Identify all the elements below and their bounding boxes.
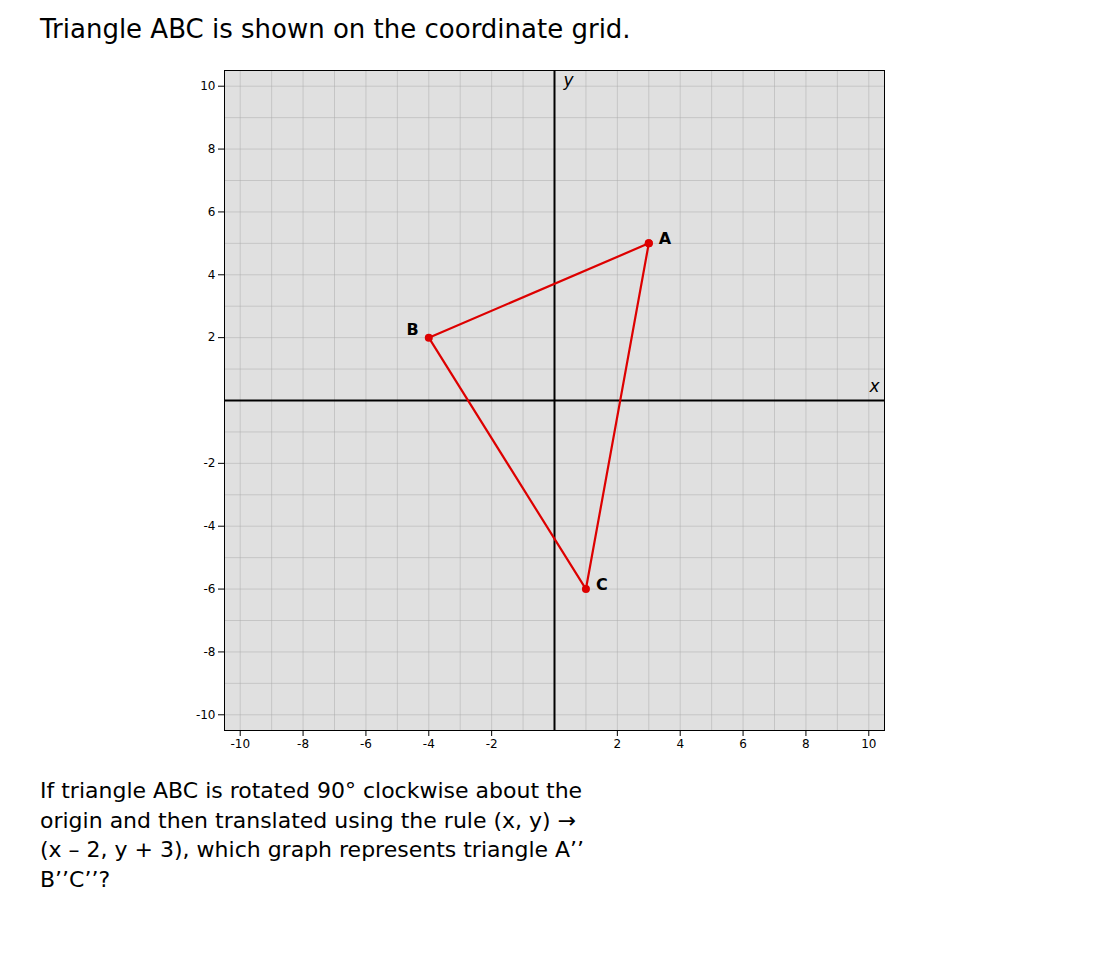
svg-text:6: 6 bbox=[208, 205, 216, 219]
svg-text:C: C bbox=[596, 575, 608, 594]
svg-text:4: 4 bbox=[676, 737, 684, 751]
svg-text:8: 8 bbox=[802, 737, 810, 751]
svg-text:10: 10 bbox=[861, 737, 876, 751]
svg-text:A: A bbox=[659, 229, 672, 248]
svg-text:-2: -2 bbox=[204, 456, 216, 470]
svg-text:8: 8 bbox=[208, 142, 216, 156]
svg-text:-8: -8 bbox=[297, 737, 309, 751]
svg-text:-6: -6 bbox=[360, 737, 372, 751]
svg-text:2: 2 bbox=[208, 330, 216, 344]
svg-text:-8: -8 bbox=[204, 645, 216, 659]
svg-text:6: 6 bbox=[739, 737, 747, 751]
svg-text:10: 10 bbox=[200, 79, 215, 93]
svg-text:x: x bbox=[868, 376, 880, 396]
html-text:B’’C’’?: B’’C’’? bbox=[40, 867, 111, 893]
svg-text:-6: -6 bbox=[204, 582, 216, 596]
svg-text:-4: -4 bbox=[423, 737, 435, 751]
svg-text:-10: -10 bbox=[230, 737, 250, 751]
svg-text:B: B bbox=[407, 320, 419, 339]
html-text:(x – 2, y + 3), which graph re: (x – 2, y + 3), which graph represents t… bbox=[40, 837, 585, 863]
svg-text:y: y bbox=[562, 70, 574, 90]
svg-text:2: 2 bbox=[614, 737, 622, 751]
svg-text:-10: -10 bbox=[196, 708, 216, 722]
svg-text:-2: -2 bbox=[486, 737, 498, 751]
html-text:Triangle ABC is shown on the c: Triangle ABC is shown on the coordinate … bbox=[40, 14, 631, 44]
svg-text:4: 4 bbox=[208, 268, 216, 282]
svg-text:-4: -4 bbox=[204, 519, 216, 533]
html-text:origin and then translated usi: origin and then translated using the rul… bbox=[40, 807, 577, 833]
html-text:If triangle ABC is rotated 90°: If triangle ABC is rotated 90° clockwise… bbox=[40, 778, 583, 803]
